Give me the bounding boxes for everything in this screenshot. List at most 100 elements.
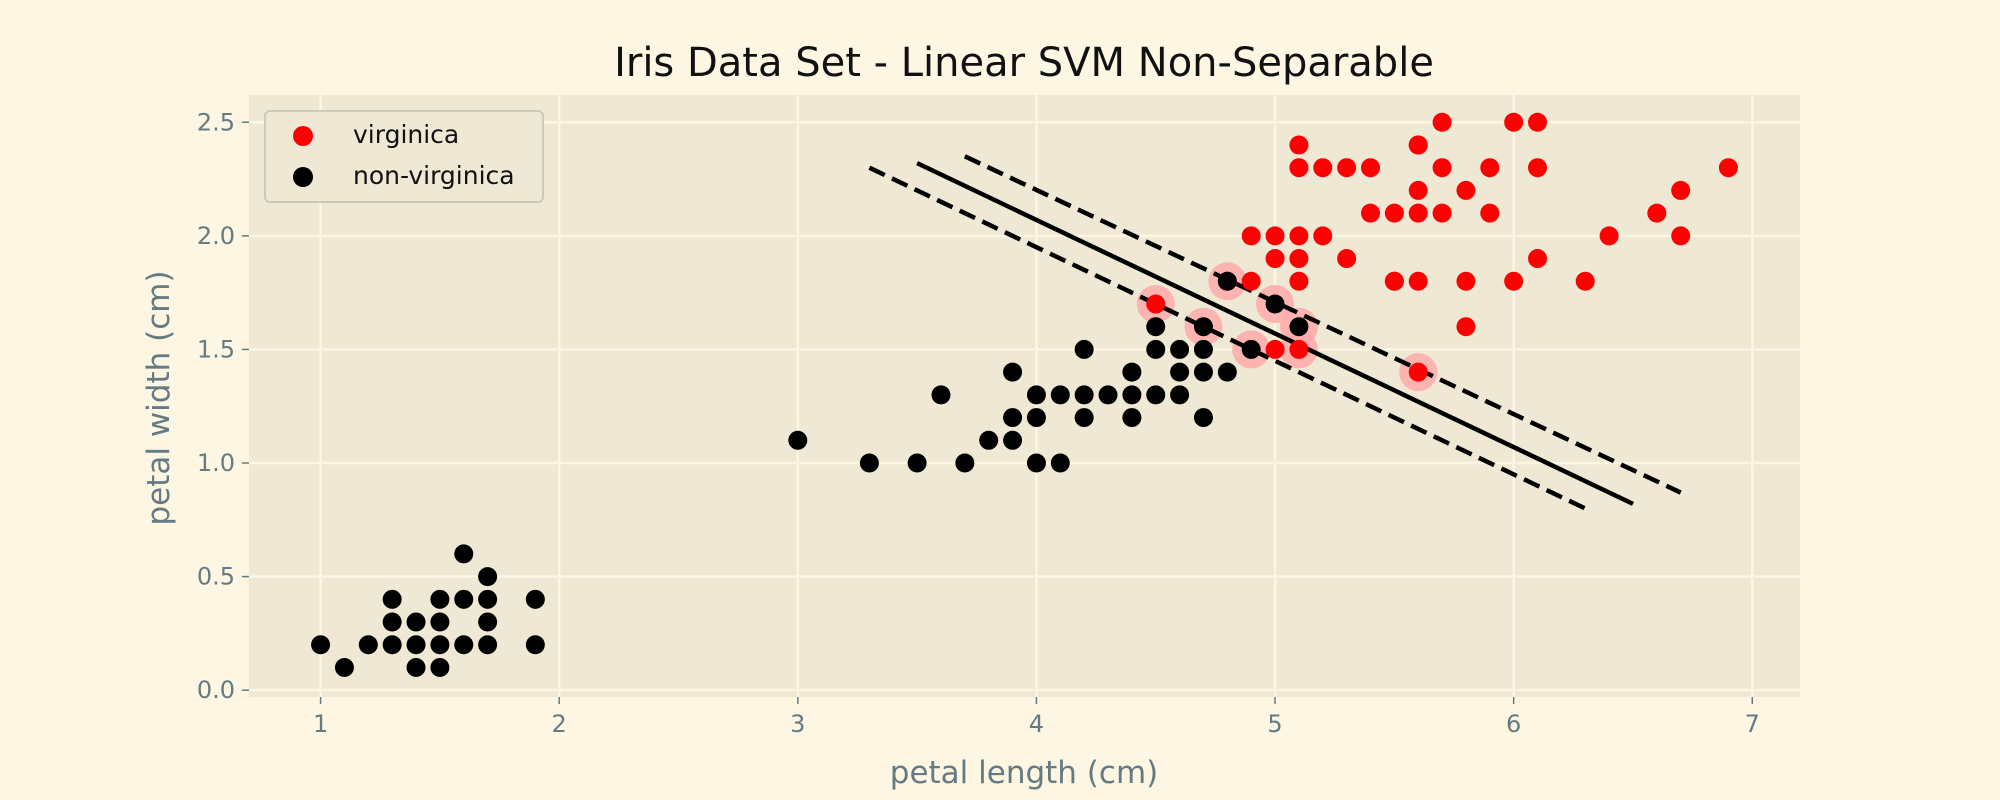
data-point: [931, 385, 951, 405]
decision-boundary-line: [916, 161, 1634, 506]
data-point: [1074, 339, 1094, 359]
y-axis-ticks: 0.0 0.5 1.0 1.5 2.0 2.5: [197, 108, 249, 704]
data-point: [382, 635, 402, 655]
series-non-virginica: [311, 271, 1309, 677]
data-point: [454, 635, 474, 655]
data-point: [1671, 180, 1691, 200]
data-point: [382, 612, 402, 632]
data-point: [1026, 453, 1046, 473]
data-point: [1575, 271, 1595, 291]
data-point: [1289, 158, 1309, 178]
legend-box: [264, 110, 544, 203]
x-tick-label: 2: [552, 710, 567, 738]
x-tick-label: 6: [1506, 710, 1521, 738]
data-point: [979, 430, 999, 450]
series-virginica: [1146, 112, 1738, 382]
data-point: [525, 635, 545, 655]
data-point: [1265, 294, 1285, 314]
data-point: [334, 657, 354, 677]
data-point: [1289, 249, 1309, 269]
y-tick-label: 2.5: [197, 108, 235, 136]
data-point: [1456, 180, 1476, 200]
data-point: [1122, 362, 1142, 382]
data-point: [1480, 203, 1500, 223]
data-point: [1241, 226, 1261, 246]
data-point: [1528, 158, 1548, 178]
data-point: [1193, 339, 1213, 359]
x-axis-ticks: 1 2 3 4 5 6 7: [313, 697, 1760, 738]
data-point: [1098, 385, 1118, 405]
data-point: [1289, 271, 1309, 291]
data-point: [454, 544, 474, 564]
data-point: [1408, 180, 1428, 200]
data-point: [454, 589, 474, 609]
data-point: [1217, 271, 1237, 291]
data-point: [1193, 317, 1213, 337]
data-point: [1360, 158, 1380, 178]
data-point: [1337, 249, 1357, 269]
data-point: [1074, 408, 1094, 428]
data-point: [1718, 158, 1738, 178]
data-point: [1599, 226, 1619, 246]
data-point: [1146, 339, 1166, 359]
data-point: [406, 612, 426, 632]
data-point: [478, 567, 498, 587]
data-point: [311, 635, 331, 655]
y-tick-label: 1.5: [197, 335, 235, 363]
x-tick-label: 5: [1267, 710, 1282, 738]
data-point: [406, 635, 426, 655]
data-point: [1289, 135, 1309, 155]
data-point: [478, 635, 498, 655]
data-point: [430, 612, 450, 632]
margin-line-upper: [963, 154, 1682, 495]
y-tick-label: 2.0: [197, 222, 235, 250]
data-point: [1122, 408, 1142, 428]
data-point: [1265, 226, 1285, 246]
legend-label-virginica: virginica: [353, 120, 459, 149]
data-point: [478, 589, 498, 609]
data-point: [1074, 385, 1094, 405]
data-point: [1146, 317, 1166, 337]
data-point: [430, 589, 450, 609]
svm-boundary-lines: [868, 154, 1682, 511]
data-point: [1122, 385, 1142, 405]
data-point: [1647, 203, 1667, 223]
data-point: [1003, 362, 1023, 382]
data-point: [1432, 203, 1452, 223]
data-point: [1408, 362, 1428, 382]
data-point: [1528, 112, 1548, 132]
data-point: [1528, 249, 1548, 269]
data-point: [1193, 408, 1213, 428]
y-tick-label: 0.5: [197, 563, 235, 591]
data-point: [1408, 135, 1428, 155]
data-point: [1026, 385, 1046, 405]
data-point: [430, 657, 450, 677]
data-point: [1456, 271, 1476, 291]
data-point: [1456, 317, 1476, 337]
data-point: [859, 453, 879, 473]
data-point: [1289, 317, 1309, 337]
data-point: [1217, 362, 1237, 382]
data-point: [1265, 339, 1285, 359]
data-point: [1337, 158, 1357, 178]
data-point: [1289, 226, 1309, 246]
chart-title: Iris Data Set - Linear SVM Non-Separable: [614, 40, 1434, 86]
x-tick-label: 3: [790, 710, 805, 738]
legend-label-non-virginica: non-virginica: [353, 161, 515, 190]
data-point: [358, 635, 378, 655]
data-point: [1003, 430, 1023, 450]
data-point: [1265, 249, 1285, 269]
data-point: [1170, 339, 1190, 359]
y-axis-label: petal width (cm): [141, 270, 177, 525]
data-point: [1504, 112, 1524, 132]
data-point: [1408, 271, 1428, 291]
data-point: [1289, 339, 1309, 359]
data-point: [1360, 203, 1380, 223]
data-point: [430, 635, 450, 655]
y-tick-label: 0.0: [197, 676, 235, 704]
data-point: [406, 657, 426, 677]
data-point: [525, 589, 545, 609]
legend-marker-virginica: [293, 126, 313, 146]
x-tick-label: 7: [1745, 710, 1760, 738]
